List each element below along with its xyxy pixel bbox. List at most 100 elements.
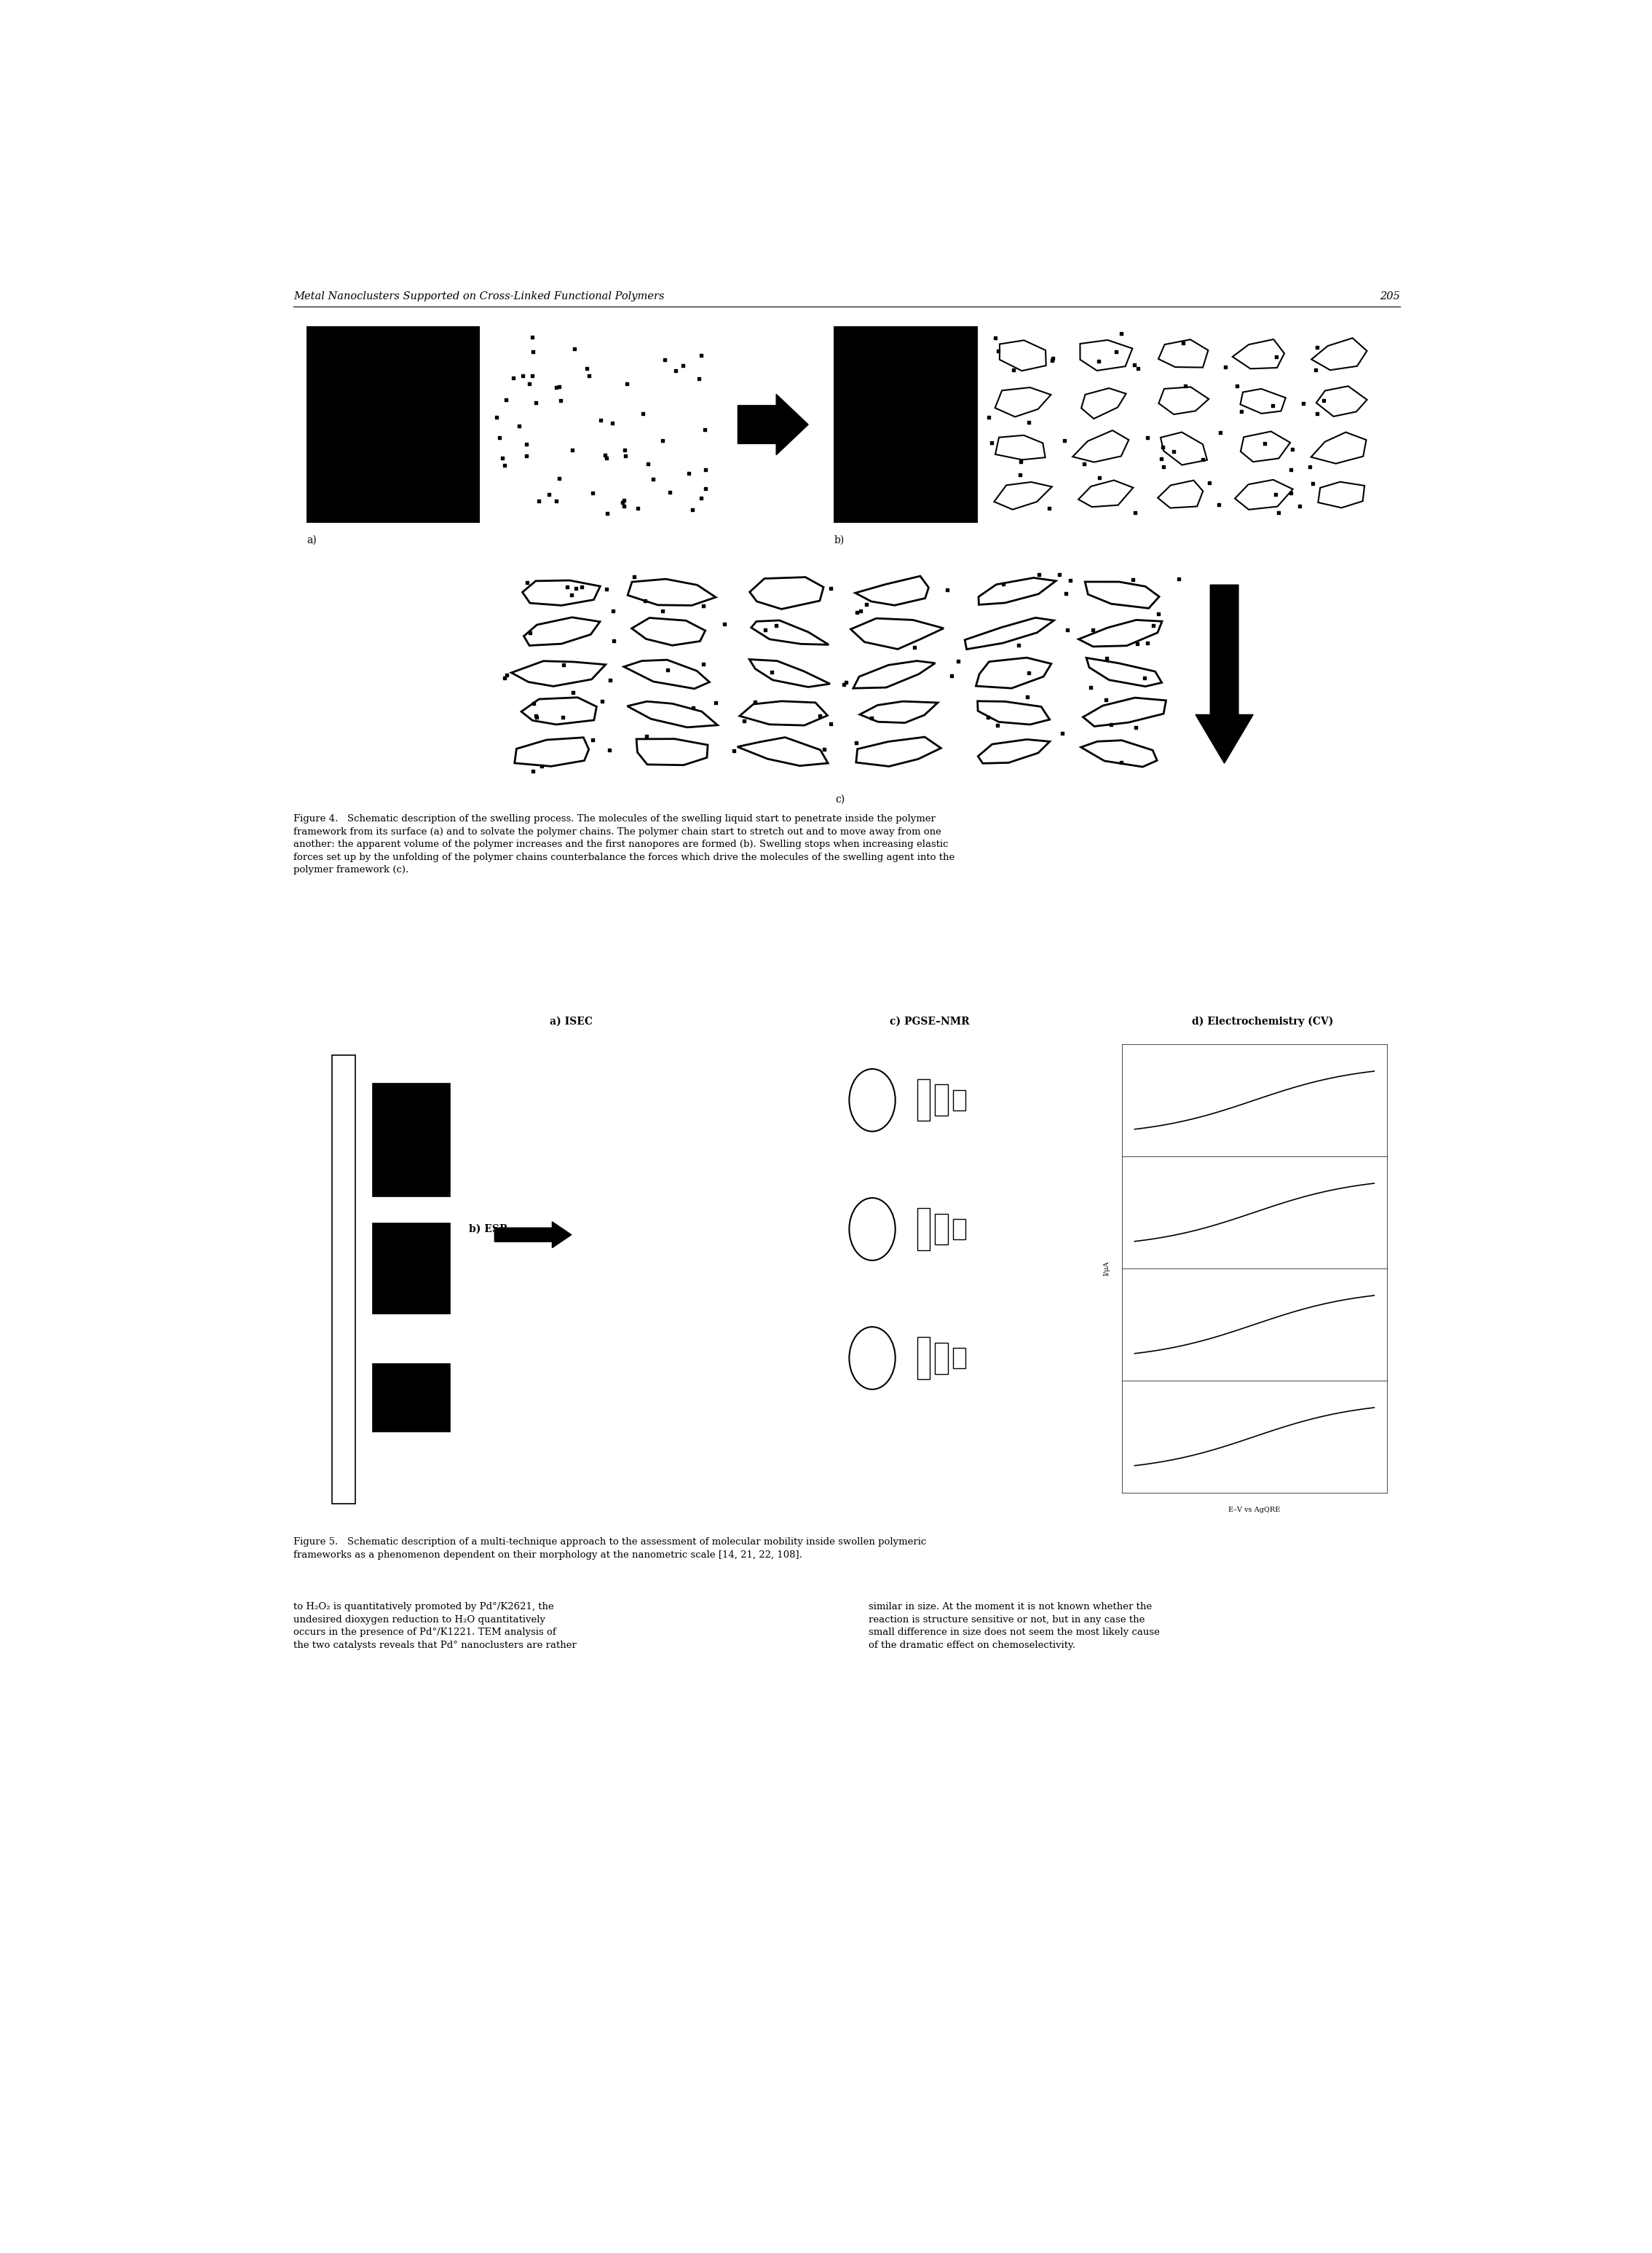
Point: [550, 698, 577, 734]
Point: [1166, 561, 1193, 597]
Point: [524, 698, 550, 734]
FancyArrow shape: [494, 1221, 572, 1248]
Point: [593, 572, 620, 608]
Point: [1094, 683, 1120, 719]
Point: [1262, 478, 1289, 514]
Point: [710, 606, 737, 642]
Point: [1132, 660, 1158, 696]
Point: [544, 482, 570, 518]
Point: [1160, 433, 1186, 469]
Point: [544, 369, 570, 406]
Point: [596, 662, 623, 698]
Point: [1171, 367, 1198, 403]
Point: [519, 358, 545, 394]
Point: [1052, 575, 1079, 611]
Point: [514, 426, 540, 462]
FancyArrow shape: [1196, 586, 1254, 764]
Point: [1303, 329, 1330, 365]
Point: [1008, 444, 1034, 480]
Point: [691, 588, 717, 624]
Point: [1170, 324, 1196, 360]
Point: [692, 412, 719, 448]
Point: [1057, 563, 1084, 599]
Point: [1054, 611, 1080, 647]
Point: [1051, 424, 1077, 460]
Point: [1279, 430, 1305, 466]
Point: [981, 320, 1008, 356]
Point: [1135, 624, 1161, 660]
Point: [649, 424, 676, 460]
Text: 205: 205: [1379, 291, 1399, 302]
Point: [657, 475, 684, 511]
Point: [560, 674, 586, 710]
Text: E–V vs AgQRE: E–V vs AgQRE: [1229, 1507, 1280, 1514]
Point: [591, 437, 618, 473]
Point: [600, 406, 626, 442]
Point: [562, 331, 588, 367]
Point: [568, 568, 595, 604]
Point: [1206, 487, 1232, 523]
Point: [629, 397, 656, 433]
Point: [1302, 351, 1328, 388]
Point: [509, 358, 535, 394]
Point: [1227, 394, 1254, 430]
Point: [1006, 626, 1032, 662]
Point: [730, 703, 757, 739]
Point: [985, 333, 1011, 369]
Point: [818, 705, 844, 741]
Point: [1125, 349, 1151, 385]
Point: [902, 629, 928, 665]
Point: [649, 593, 676, 629]
Point: [553, 570, 580, 606]
Point: [1300, 464, 1327, 500]
Point: [742, 685, 768, 721]
Bar: [935, 1214, 948, 1244]
Point: [1085, 342, 1112, 379]
Point: [560, 433, 586, 469]
Point: [1145, 597, 1171, 633]
Point: [1265, 496, 1292, 532]
Point: [1252, 426, 1279, 462]
Point: [634, 446, 661, 482]
Point: [600, 593, 626, 629]
Point: [651, 342, 677, 379]
Point: [575, 358, 601, 394]
Bar: [953, 1090, 966, 1111]
Point: [547, 383, 573, 419]
Point: [633, 719, 659, 755]
Point: [613, 437, 639, 473]
Point: [558, 577, 585, 613]
Point: [1036, 491, 1062, 527]
Point: [859, 701, 885, 737]
Point: [985, 707, 1011, 743]
Point: [1016, 656, 1042, 692]
Point: [1079, 613, 1105, 649]
Point: [486, 419, 512, 455]
Point: [519, 333, 545, 369]
Point: [1148, 442, 1175, 478]
Point: [482, 399, 509, 435]
Point: [613, 365, 639, 401]
Point: [1014, 678, 1041, 714]
Point: [854, 586, 881, 622]
Bar: [306, 327, 479, 523]
Bar: [373, 1084, 449, 1196]
Point: [1070, 446, 1097, 482]
Point: [520, 753, 547, 789]
Point: [1208, 415, 1234, 451]
Text: to H₂O₂ is quantitatively promoted by Pd°/K2621, the
undesired dioxygen reductio: to H₂O₂ is quantitatively promoted by Pd…: [294, 1602, 577, 1649]
Point: [818, 570, 844, 606]
Point: [492, 660, 519, 696]
Point: [1224, 367, 1251, 403]
Point: [600, 624, 626, 660]
Text: I/μA: I/μA: [1104, 1262, 1110, 1275]
Point: [492, 383, 519, 419]
Point: [1108, 315, 1135, 351]
Text: c): c): [836, 795, 846, 804]
Point: [1006, 457, 1032, 493]
Point: [654, 651, 681, 687]
Point: [1213, 349, 1239, 385]
Point: [580, 721, 606, 757]
Point: [491, 448, 517, 484]
Point: [720, 732, 747, 768]
